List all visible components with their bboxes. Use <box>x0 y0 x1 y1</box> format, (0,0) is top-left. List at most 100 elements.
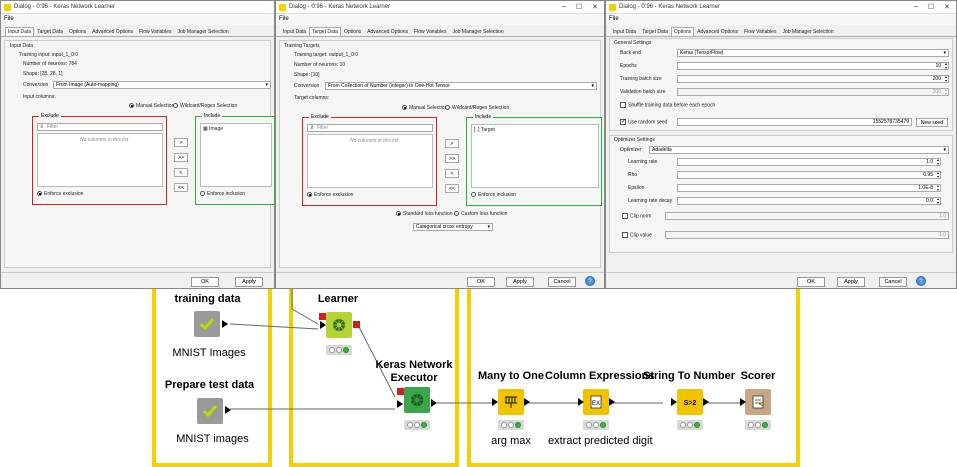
conversion-select[interactable]: From Collection of Number (integer) to O… <box>325 82 597 90</box>
apply-button[interactable]: Apply <box>506 277 534 287</box>
port-in-many-to-one[interactable] <box>492 398 498 406</box>
radio-standard-loss[interactable]: Standard loss function <box>396 211 452 217</box>
train-batch-field[interactable]: 200 ▴ ▾ <box>677 75 949 83</box>
spinner-icon[interactable]: ▴ ▾ <box>936 170 939 179</box>
close-icon[interactable]: ✕ <box>592 4 598 11</box>
add-all-button[interactable]: >> <box>445 154 459 163</box>
port-out-learner-red[interactable] <box>353 321 360 328</box>
tab-advanced-options[interactable]: Advanced Options <box>92 29 134 35</box>
menu-file[interactable]: File <box>276 14 604 25</box>
cancel-button[interactable]: Cancel <box>879 277 907 287</box>
tab-job-manager[interactable]: Job Manager Selection <box>782 29 834 35</box>
menu-file[interactable]: File <box>606 14 956 25</box>
port-in-executor-red[interactable] <box>397 388 404 395</box>
spinner-icon[interactable]: ▴ ▾ <box>944 74 947 83</box>
port-in-learner-red[interactable] <box>319 313 326 320</box>
add-button[interactable]: > <box>445 139 459 148</box>
exclude-list[interactable]: No columns in this list <box>37 133 163 187</box>
node-string-to-number[interactable]: S>2 <box>677 389 703 415</box>
include-item[interactable]: [..] Target <box>474 127 495 133</box>
port-in-scorer[interactable] <box>740 398 746 406</box>
tab-options[interactable]: Options <box>670 27 695 36</box>
remove-button[interactable]: < <box>445 169 459 178</box>
rho-field[interactable]: 0.95 ▴ ▾ <box>677 171 941 179</box>
new-seed-button[interactable]: New seed <box>916 118 948 127</box>
tab-flow-variables[interactable]: Flow Variables <box>139 29 172 35</box>
spinner-icon[interactable]: ▴ ▾ <box>936 157 939 166</box>
menu-file[interactable]: File <box>1 14 274 25</box>
exclude-filter-input[interactable]: ⊻ Filter <box>307 124 433 132</box>
tab-options[interactable]: Options <box>68 29 87 35</box>
port-in-column-expressions[interactable] <box>578 398 584 406</box>
tab-target-data[interactable]: Target Data <box>309 27 341 36</box>
enforce-inclusion[interactable]: Enforce inclusion <box>200 191 245 197</box>
apply-button[interactable]: Apply <box>837 277 865 287</box>
enforce-inclusion[interactable]: Enforce inclusion <box>471 192 516 198</box>
help-icon[interactable]: ? <box>916 276 926 286</box>
node-keras-learner[interactable] <box>326 312 352 338</box>
shuffle-checkbox[interactable]: Shuffle training data before each epoch <box>620 102 715 108</box>
port-out-string-to-number[interactable] <box>703 398 709 406</box>
node-many-to-one[interactable] <box>498 389 524 415</box>
exclude-filter-input[interactable]: ⊻ Filter <box>37 123 163 131</box>
include-item[interactable]: ▦ Image <box>203 126 223 132</box>
help-icon[interactable]: ? <box>585 276 595 286</box>
ok-button[interactable]: OK <box>467 277 495 287</box>
tab-input-data[interactable]: Input Data <box>613 29 637 35</box>
remove-all-button[interactable]: << <box>445 184 459 193</box>
remove-all-button[interactable]: << <box>174 183 188 192</box>
port-out-many-to-one[interactable] <box>524 398 530 406</box>
optimizer-select[interactable]: Adadelta ▾ <box>649 146 949 154</box>
tab-options[interactable]: Options <box>343 29 362 35</box>
radio-manual[interactable]: Manual Selection <box>129 103 174 109</box>
spinner-icon[interactable]: ▴ ▾ <box>936 183 939 192</box>
enforce-exclusion[interactable]: Enforce exclusion <box>307 192 353 198</box>
enforce-exclusion[interactable]: Enforce exclusion <box>37 191 83 197</box>
tab-advanced-options[interactable]: Advanced Options <box>697 29 739 35</box>
spinner-icon[interactable]: ▴ ▾ <box>944 87 947 96</box>
ok-button[interactable]: OK <box>797 277 825 287</box>
spinner-icon[interactable]: ▴ ▾ <box>936 196 939 205</box>
port-out-prepare-test[interactable] <box>225 406 231 414</box>
conversion-select[interactable]: From Image (Auto-mapping) ▾ <box>53 81 271 89</box>
tab-flow-variables[interactable]: Flow Variables <box>414 29 447 35</box>
port-in-string-to-number[interactable] <box>671 398 677 406</box>
spinner-icon[interactable]: ▴ ▾ <box>944 61 947 70</box>
port-in-learner-1[interactable] <box>320 321 326 329</box>
metanode-training-data[interactable] <box>194 311 220 337</box>
port-in-executor[interactable] <box>397 400 403 408</box>
tab-input-data[interactable]: Input Data <box>5 27 35 36</box>
clip-value-field[interactable]: 1.0 <box>665 231 949 239</box>
seed-field[interactable]: 1552578735479 <box>677 118 912 126</box>
close-icon[interactable]: ✕ <box>944 4 950 11</box>
tab-flow-variables[interactable]: Flow Variables <box>744 29 777 35</box>
tab-input-data[interactable]: Input Data <box>283 29 307 35</box>
loss-function-select[interactable]: Categorical cross entropy ▾ <box>413 223 493 231</box>
ok-button[interactable]: OK <box>191 277 219 287</box>
radio-wildcard[interactable]: Wildcard/Regex Selection <box>445 105 509 111</box>
include-list[interactable]: [..] Target <box>471 124 599 188</box>
maximize-icon[interactable]: ☐ <box>927 4 935 11</box>
minimize-icon[interactable]: – <box>561 3 566 10</box>
node-column-expressions[interactable]: EX <box>583 389 609 415</box>
add-button[interactable]: > <box>174 138 188 147</box>
clip-norm-field[interactable]: 1.0 <box>665 212 949 220</box>
port-out-executor[interactable] <box>431 399 437 407</box>
port-out-column-expressions[interactable] <box>609 398 615 406</box>
add-all-button[interactable]: >> <box>174 153 188 162</box>
metanode-prepare-test[interactable] <box>197 398 223 424</box>
include-list[interactable]: ▦ Image <box>200 123 272 187</box>
remove-button[interactable]: < <box>174 168 188 177</box>
apply-button[interactable]: Apply <box>235 277 263 287</box>
tab-job-manager[interactable]: Job Manager Selection <box>177 29 229 35</box>
port-out-training-data[interactable] <box>222 320 228 328</box>
radio-wildcard[interactable]: Wildcard/Regex Selection <box>173 103 237 109</box>
radio-custom-loss[interactable]: Custom loss function <box>454 211 507 217</box>
tab-job-manager[interactable]: Job Manager Selection <box>452 29 504 35</box>
radio-manual[interactable]: Manual Selection <box>402 105 447 111</box>
back-end-select[interactable]: Keras (TensorFlow) ▾ <box>677 49 949 57</box>
exclude-list[interactable]: No columns in this list <box>307 134 433 188</box>
minimize-icon[interactable]: – <box>913 3 918 10</box>
clip-value-checkbox[interactable]: Clip value <box>622 232 652 238</box>
lr-field[interactable]: 1.0 ▴ ▾ <box>677 158 941 166</box>
